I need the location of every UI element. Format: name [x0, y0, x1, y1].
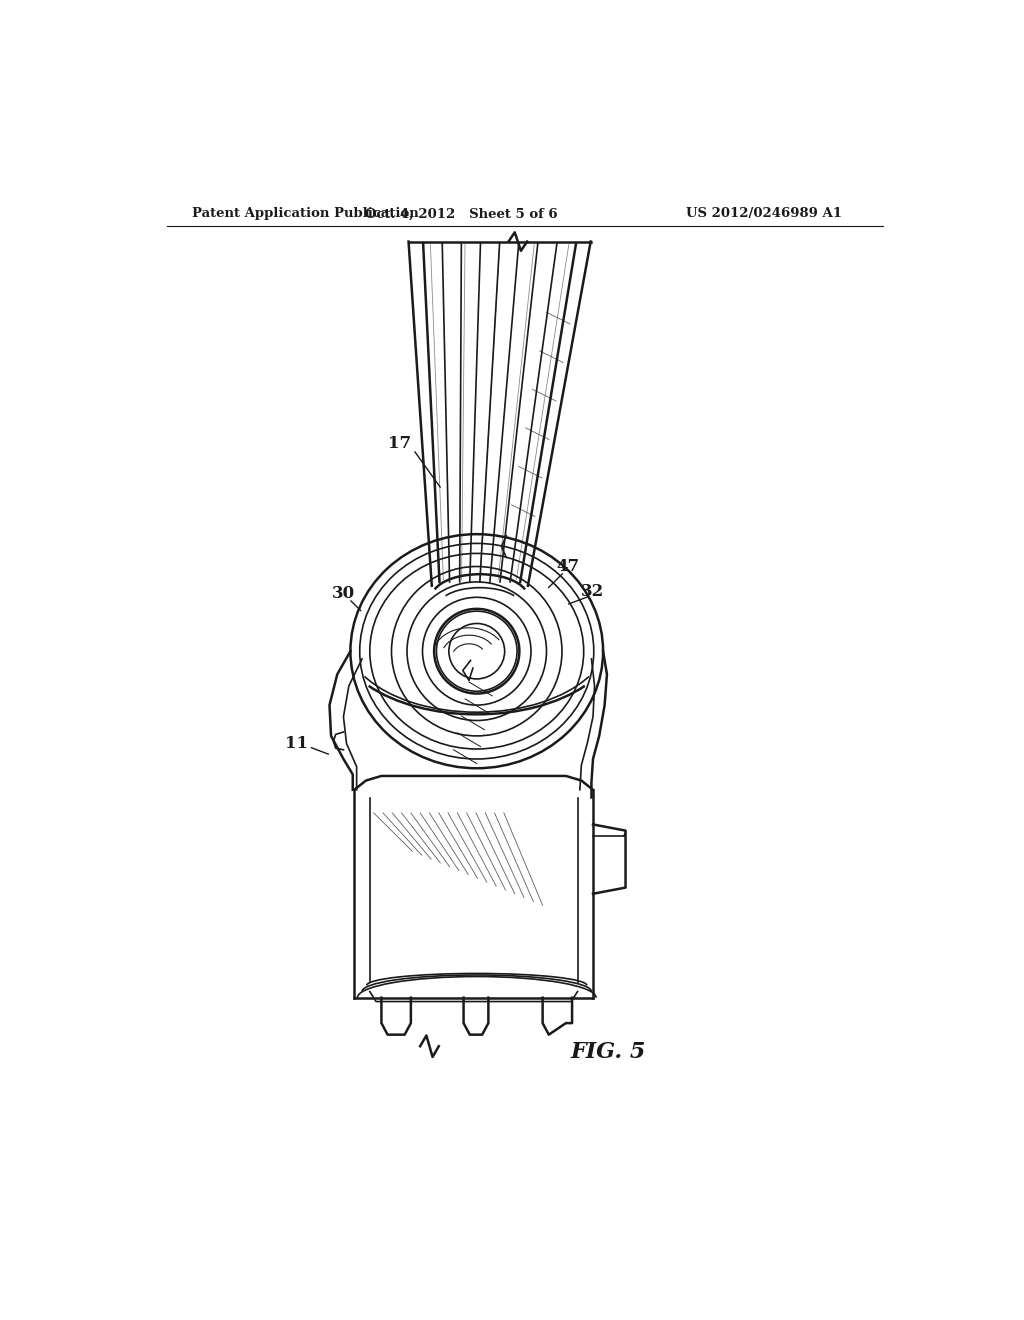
- Text: FIG. 5: FIG. 5: [570, 1040, 646, 1063]
- Text: US 2012/0246989 A1: US 2012/0246989 A1: [685, 207, 842, 220]
- Text: Oct. 4, 2012   Sheet 5 of 6: Oct. 4, 2012 Sheet 5 of 6: [365, 207, 557, 220]
- Text: 30: 30: [332, 585, 355, 602]
- Text: 11: 11: [286, 735, 308, 752]
- Text: 17: 17: [388, 434, 411, 451]
- Text: Patent Application Publication: Patent Application Publication: [191, 207, 418, 220]
- Text: 32: 32: [582, 582, 604, 599]
- Text: 47: 47: [557, 558, 580, 576]
